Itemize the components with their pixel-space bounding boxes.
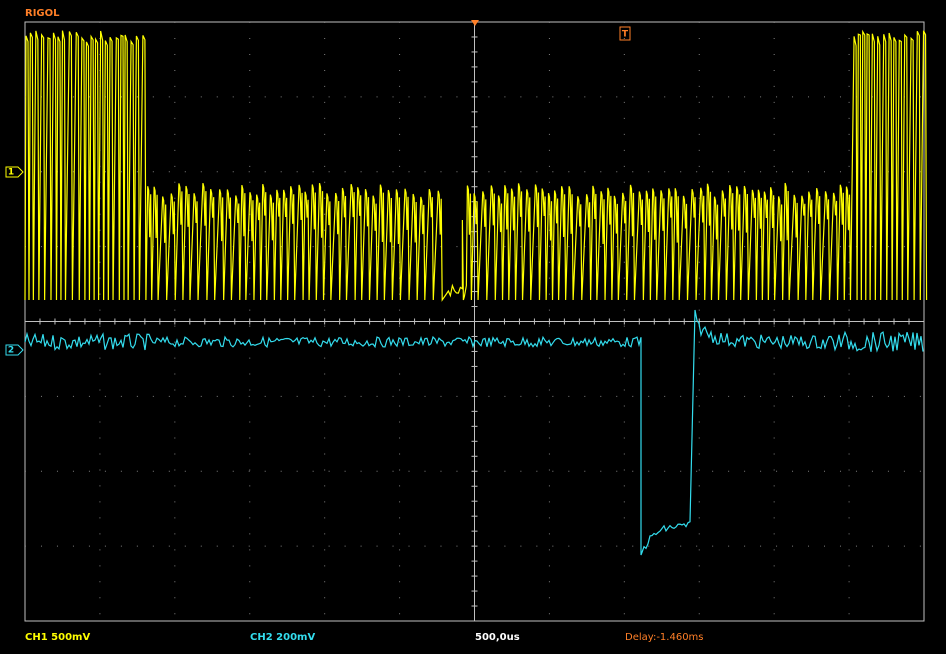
- waveforms: [24, 29, 928, 556]
- trigger-marker: T: [622, 30, 629, 40]
- ch1-waveform: [24, 29, 928, 302]
- timebase: 500,0us: [475, 632, 520, 643]
- ch2-scale: CH2 200mV: [250, 632, 315, 643]
- ch2-waveform: [24, 309, 924, 556]
- brand: RIGOL: [25, 8, 60, 19]
- delay: Delay:-1.460ms: [625, 632, 704, 643]
- ch1-marker-box: [5, 166, 24, 178]
- ch1-marker: 1: [8, 168, 14, 178]
- ch2-marker: 2: [8, 346, 14, 356]
- ch2-marker-box: [5, 344, 24, 356]
- trigger-position: [471, 20, 479, 26]
- ch1-scale: CH1 500mV: [25, 632, 90, 643]
- trigger-level-box: [619, 26, 631, 41]
